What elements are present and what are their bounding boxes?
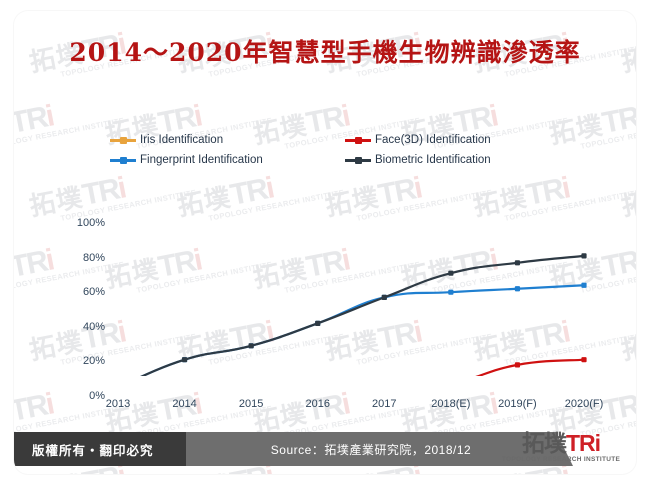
series-face3d [475,357,587,376]
tri-logo-cjk: 拓墣 [521,430,567,456]
source-badge: Source：拓墣產業研究院，2018/12 [186,432,573,466]
data-point-biometric-2017[interactable] [381,294,387,300]
legend-label-iris: Iris Identification [140,133,224,146]
tri-logo-wordmark: 拓墣TRi [498,431,624,456]
tri-logo-subtitle: TOPOLOGY RESEARCH INSTITUTE [501,456,621,463]
legend-swatch-fingerprint-icon [110,155,136,165]
y-axis-tick: 80% [82,251,105,264]
data-point-fingerprint-2020(F)[interactable] [581,282,587,288]
data-point-biometric-2019(F)[interactable] [514,260,521,266]
slide-card: 拓墣TRi TOPOLOGY RESEARCH INSTITUTE 拓墣TRi TOP… [14,11,636,474]
data-point-biometric-2016[interactable] [315,320,321,326]
data-point-biometric-2018(E)[interactable] [448,270,454,276]
x-axis-labels: 2013 2014 2015 2016 2017 2018(E) 2019(F) 2020(F… [14,398,636,418]
chart-container: Iris Identification Face(3D) Identificati… [14,116,636,411]
y-axis-tick: 20% [82,355,105,368]
x-axis-tick: 2016 [305,398,330,410]
line-chart-svg [140,253,587,376]
slide-footer: 版權所有・翻印必究 Source：拓墣產業研究院，2018/12 拓墣TRi T… [14,429,636,474]
tri-logo: 拓墣TRi TOPOLOGY RESEARCH INSTITUTE [498,431,624,469]
y-axis-tick: 100% [76,217,105,229]
legend-label-face3d: Face(3D) Identification [375,133,491,146]
data-point-biometric-2015[interactable] [248,343,254,349]
y-axis-tick: 60% [82,286,105,299]
plot-area: 0% 20% 40% 60% 80% 100% 2013 2014 2015 2016 2017 2… [14,166,636,410]
series-biometric [140,253,587,376]
legend-label-biometric: Biometric Identification [375,153,491,166]
series-line-face3d [475,358,586,376]
x-axis-tick: 2015 [238,398,264,410]
legend-label-fingerprint: Fingerprint Identification [140,153,263,166]
series-line-fingerprint [140,284,586,376]
x-axis-tick: 2017 [372,398,397,410]
legend-item-biometric[interactable]: Biometric Identification [345,150,570,170]
series-line-biometric [140,254,586,376]
tri-logo-tri: TRi [565,430,601,456]
y-axis-tick: 0% [89,390,105,402]
data-point-biometric-2014[interactable] [181,357,188,363]
page-title: 2014～2020年智慧型手機生物辨識滲透率 [69,38,581,67]
x-axis-tick: 2013 [105,398,131,410]
chart-legend: Iris Identification Face(3D) Identificati… [110,130,570,170]
data-point-face3d-2019(F)[interactable] [514,362,521,368]
legend-item-face3d[interactable]: Face(3D) Identification [345,130,570,150]
data-point-fingerprint-2018(E)[interactable] [448,289,454,295]
y-axis-tick: 40% [82,320,105,333]
legend-item-iris[interactable]: Iris Identification [110,130,335,150]
copyright-badge: 版權所有・翻印必究 [14,432,209,466]
data-point-fingerprint-2019(F)[interactable] [514,286,521,292]
legend-swatch-face3d-icon [345,135,371,145]
x-axis-tick: 2019(F) [498,398,537,410]
data-point-biometric-2020(F)[interactable] [581,253,587,259]
legend-swatch-biometric-icon [345,155,371,165]
legend-item-fingerprint[interactable]: Fingerprint Identification [110,150,335,170]
x-axis-tick: 2014 [172,398,197,410]
data-point-face3d-2020(F)[interactable] [581,357,587,363]
y-axis-labels: 0% 20% 40% 60% 80% 100% [59,216,105,402]
x-axis-tick: 2018(E) [431,398,471,410]
x-axis-tick: 2020(F) [564,398,604,410]
legend-swatch-iris-icon [110,135,136,145]
